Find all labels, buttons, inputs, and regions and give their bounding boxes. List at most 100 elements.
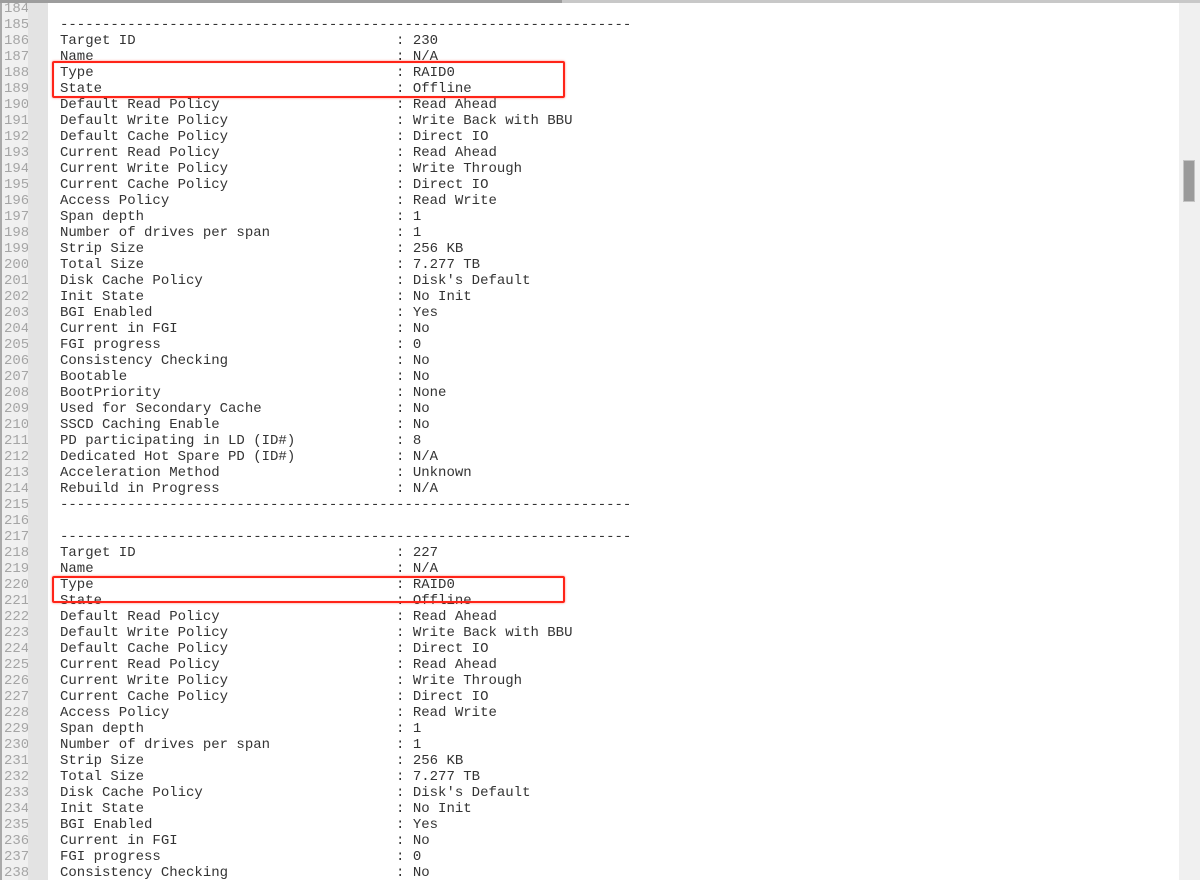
property-line-text[interactable]: Default Write Policy : Write Back with B…: [48, 625, 1179, 641]
property-line-text[interactable]: Span depth : 1: [48, 721, 1179, 737]
property-line-text[interactable]: Disk Cache Policy : Disk's Default: [48, 785, 1179, 801]
property-line-text[interactable]: Default Write Policy : Write Back with B…: [48, 113, 1179, 129]
property-line-text[interactable]: Rebuild in Progress : N/A: [48, 481, 1179, 497]
property-line-text[interactable]: Used for Secondary Cache : No: [48, 401, 1179, 417]
property-line-text[interactable]: Bootable : No: [48, 369, 1179, 385]
property-line-text[interactable]: Access Policy : Read Write: [48, 193, 1179, 209]
line-number[interactable]: 191: [0, 113, 29, 129]
line-number[interactable]: 225: [0, 657, 29, 673]
line-number[interactable]: 213: [0, 465, 29, 481]
property-line-text[interactable]: Current in FGI : No: [48, 321, 1179, 337]
line-number[interactable]: 237: [0, 849, 29, 865]
property-line-text[interactable]: Strip Size : 256 KB: [48, 241, 1179, 257]
property-line-text[interactable]: Default Cache Policy : Direct IO: [48, 641, 1179, 657]
line-number[interactable]: 234: [0, 801, 29, 817]
property-line-text[interactable]: Target ID : 230: [48, 33, 1179, 49]
line-number[interactable]: 198: [0, 225, 29, 241]
property-line-text[interactable]: Current Write Policy : Write Through: [48, 673, 1179, 689]
property-line-text[interactable]: Acceleration Method : Unknown: [48, 465, 1179, 481]
line-number[interactable]: 223: [0, 625, 29, 641]
line-number[interactable]: 187: [0, 49, 29, 65]
line-number[interactable]: 229: [0, 721, 29, 737]
line-number[interactable]: 186: [0, 33, 29, 49]
property-line-text[interactable]: Total Size : 7.277 TB: [48, 257, 1179, 273]
line-number[interactable]: 203: [0, 305, 29, 321]
property-line-text[interactable]: Current Read Policy : Read Ahead: [48, 145, 1179, 161]
property-line-text[interactable]: Access Policy : Read Write: [48, 705, 1179, 721]
line-number[interactable]: 195: [0, 177, 29, 193]
vertical-scrollbar-thumb[interactable]: [1183, 160, 1195, 202]
separator-line-text[interactable]: ----------------------------------------…: [48, 497, 1179, 513]
line-number[interactable]: 184: [0, 1, 29, 17]
vertical-scrollbar-track[interactable]: [1179, 0, 1200, 880]
property-line-text[interactable]: Number of drives per span : 1: [48, 225, 1179, 241]
line-number[interactable]: 224: [0, 641, 29, 657]
line-number[interactable]: 231: [0, 753, 29, 769]
property-line-text[interactable]: Current Read Policy : Read Ahead: [48, 657, 1179, 673]
property-line-text[interactable]: PD participating in LD (ID#) : 8: [48, 433, 1179, 449]
property-line-text[interactable]: SSCD Caching Enable : No: [48, 417, 1179, 433]
property-line-text[interactable]: Type : RAID0: [48, 65, 1179, 81]
line-number[interactable]: 221: [0, 593, 29, 609]
line-number[interactable]: 185: [0, 17, 29, 33]
property-line-text[interactable]: Type : RAID0: [48, 577, 1179, 593]
line-number[interactable]: 188: [0, 65, 29, 81]
line-number[interactable]: 228: [0, 705, 29, 721]
property-line-text[interactable]: Target ID : 227: [48, 545, 1179, 561]
separator-line-text[interactable]: ----------------------------------------…: [48, 529, 1179, 545]
property-line-text[interactable]: State : Offline: [48, 593, 1179, 609]
property-line-text[interactable]: Consistency Checking : No: [48, 865, 1179, 880]
line-number[interactable]: 230: [0, 737, 29, 753]
line-number[interactable]: 232: [0, 769, 29, 785]
line-number[interactable]: 210: [0, 417, 29, 433]
line-number[interactable]: 235: [0, 817, 29, 833]
line-number[interactable]: 220: [0, 577, 29, 593]
property-line-text[interactable]: Name : N/A: [48, 49, 1179, 65]
property-line-text[interactable]: Number of drives per span : 1: [48, 737, 1179, 753]
line-number[interactable]: 189: [0, 81, 29, 97]
property-line-text[interactable]: Default Read Policy : Read Ahead: [48, 97, 1179, 113]
line-number[interactable]: 205: [0, 337, 29, 353]
property-line-text[interactable]: Current Cache Policy : Direct IO: [48, 689, 1179, 705]
property-line-text[interactable]: Strip Size : 256 KB: [48, 753, 1179, 769]
line-number[interactable]: 192: [0, 129, 29, 145]
property-line-text[interactable]: Span depth : 1: [48, 209, 1179, 225]
line-number[interactable]: 209: [0, 401, 29, 417]
property-line-text[interactable]: Init State : No Init: [48, 801, 1179, 817]
property-line-text[interactable]: BGI Enabled : Yes: [48, 305, 1179, 321]
property-line-text[interactable]: FGI progress : 0: [48, 337, 1179, 353]
blank-line-text[interactable]: [48, 513, 1179, 529]
property-line-text[interactable]: Current in FGI : No: [48, 833, 1179, 849]
line-number[interactable]: 216: [0, 513, 29, 529]
line-number[interactable]: 219: [0, 561, 29, 577]
property-line-text[interactable]: Current Write Policy : Write Through: [48, 161, 1179, 177]
line-number[interactable]: 207: [0, 369, 29, 385]
property-line-text[interactable]: Consistency Checking : No: [48, 353, 1179, 369]
line-number[interactable]: 214: [0, 481, 29, 497]
property-line-text[interactable]: BootPriority : None: [48, 385, 1179, 401]
property-line-text[interactable]: State : Offline: [48, 81, 1179, 97]
property-line-text[interactable]: Default Read Policy : Read Ahead: [48, 609, 1179, 625]
line-number[interactable]: 196: [0, 193, 29, 209]
line-number[interactable]: 194: [0, 161, 29, 177]
property-line-text[interactable]: Name : N/A: [48, 561, 1179, 577]
line-number[interactable]: 193: [0, 145, 29, 161]
property-line-text[interactable]: Init State : No Init: [48, 289, 1179, 305]
line-number[interactable]: 236: [0, 833, 29, 849]
line-number[interactable]: 200: [0, 257, 29, 273]
line-number[interactable]: 202: [0, 289, 29, 305]
line-number[interactable]: 201: [0, 273, 29, 289]
property-line-text[interactable]: Total Size : 7.277 TB: [48, 769, 1179, 785]
line-number[interactable]: 226: [0, 673, 29, 689]
property-line-text[interactable]: Disk Cache Policy : Disk's Default: [48, 273, 1179, 289]
line-number[interactable]: 233: [0, 785, 29, 801]
line-number[interactable]: 206: [0, 353, 29, 369]
line-number[interactable]: 212: [0, 449, 29, 465]
line-number[interactable]: 208: [0, 385, 29, 401]
line-number[interactable]: 227: [0, 689, 29, 705]
line-number[interactable]: 197: [0, 209, 29, 225]
line-number[interactable]: 204: [0, 321, 29, 337]
line-number[interactable]: 218: [0, 545, 29, 561]
line-number[interactable]: 215: [0, 497, 29, 513]
line-number[interactable]: 222: [0, 609, 29, 625]
